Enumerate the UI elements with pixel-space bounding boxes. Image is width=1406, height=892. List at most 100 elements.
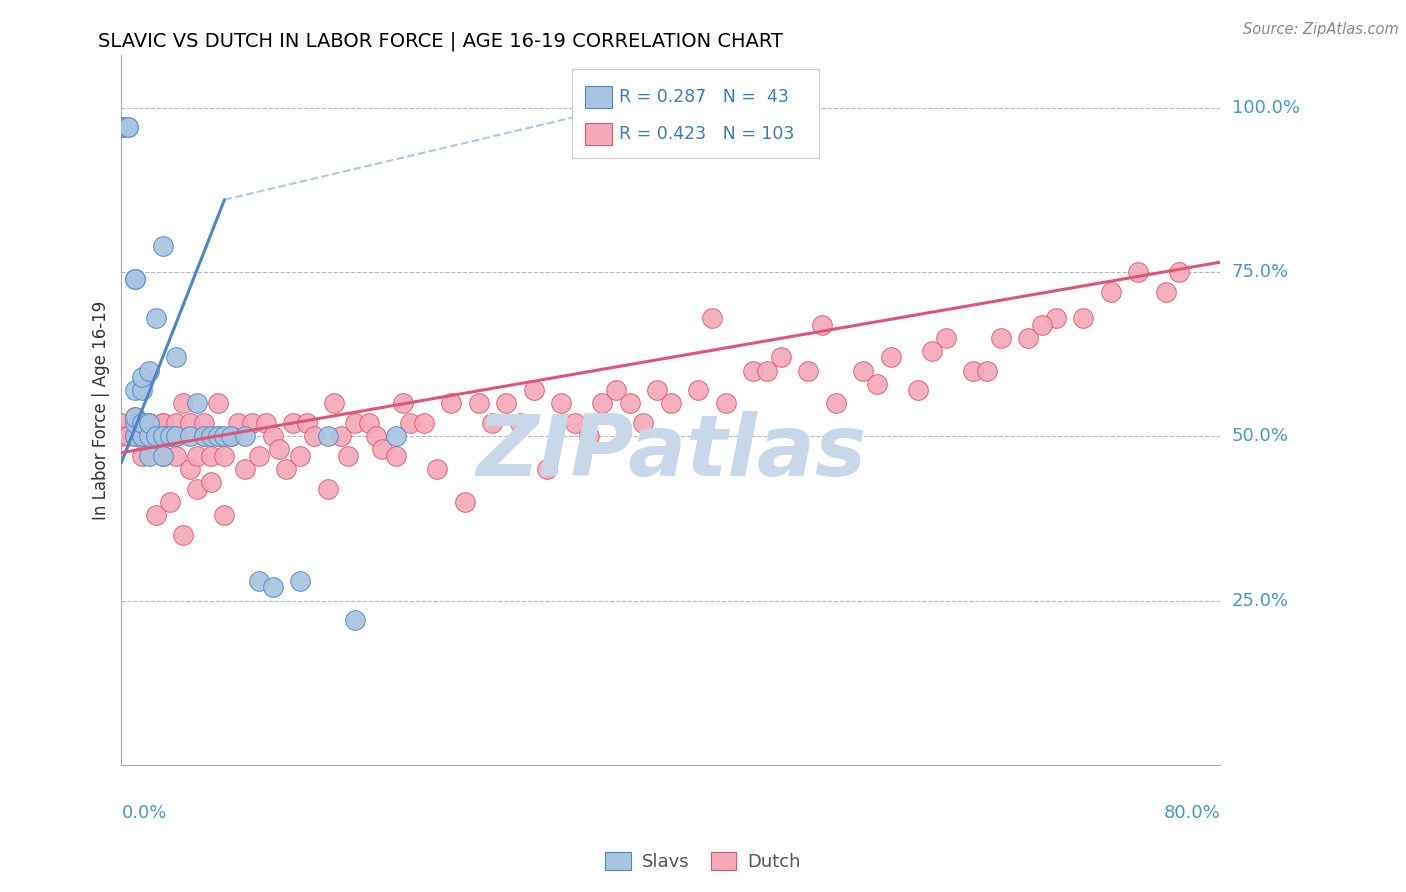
Point — [138, 429, 160, 443]
Point — [165, 351, 187, 365]
FancyBboxPatch shape — [585, 87, 612, 108]
Text: R = 0.287   N =  43: R = 0.287 N = 43 — [619, 88, 789, 106]
Point — [254, 416, 277, 430]
Point — [645, 384, 668, 398]
Point — [159, 429, 181, 443]
Point — [797, 363, 820, 377]
Point — [145, 429, 167, 443]
Point — [323, 396, 346, 410]
Point — [110, 429, 132, 443]
Text: 0.0%: 0.0% — [121, 804, 167, 822]
Text: SLAVIC VS DUTCH IN LABOR FORCE | AGE 16-19 CORRELATION CHART: SLAVIC VS DUTCH IN LABOR FORCE | AGE 16-… — [98, 31, 783, 51]
Point — [880, 351, 903, 365]
Point — [152, 416, 174, 430]
Point — [110, 416, 132, 430]
Point — [935, 331, 957, 345]
Point — [138, 416, 160, 430]
Point — [179, 429, 201, 443]
Point — [523, 384, 546, 398]
Point — [165, 429, 187, 443]
Point — [110, 120, 132, 135]
Point — [824, 396, 846, 410]
Point — [337, 449, 360, 463]
Point — [357, 416, 380, 430]
Point — [536, 462, 558, 476]
Point — [131, 370, 153, 384]
Point — [392, 396, 415, 410]
Point — [852, 363, 875, 377]
Point — [124, 384, 146, 398]
Point — [385, 429, 408, 443]
Point — [330, 429, 353, 443]
Point — [269, 442, 291, 457]
Point — [186, 482, 208, 496]
Point — [165, 429, 187, 443]
Text: 25.0%: 25.0% — [1232, 591, 1289, 609]
Point — [399, 416, 422, 430]
Point — [316, 482, 339, 496]
Point — [165, 449, 187, 463]
Text: 50.0%: 50.0% — [1232, 427, 1288, 445]
Point — [276, 462, 298, 476]
Point — [811, 318, 834, 332]
Point — [769, 351, 792, 365]
Point — [976, 363, 998, 377]
Point — [179, 416, 201, 430]
Point — [124, 429, 146, 443]
Point — [1045, 310, 1067, 325]
Point — [426, 462, 449, 476]
Text: 80.0%: 80.0% — [1164, 804, 1220, 822]
Point — [619, 396, 641, 410]
Text: ZIPatlas: ZIPatlas — [475, 411, 866, 494]
Point — [159, 429, 181, 443]
Point — [152, 449, 174, 463]
Point — [866, 376, 889, 391]
Point — [921, 343, 943, 358]
Point — [214, 449, 236, 463]
Point — [124, 271, 146, 285]
Point — [226, 416, 249, 430]
Point — [145, 442, 167, 457]
Point — [756, 363, 779, 377]
Point — [688, 384, 710, 398]
Point — [1017, 331, 1039, 345]
Point — [117, 120, 139, 135]
Point — [283, 416, 305, 430]
Point — [364, 429, 387, 443]
Point — [288, 449, 311, 463]
Point — [509, 416, 531, 430]
Point — [742, 363, 765, 377]
Y-axis label: In Labor Force | Age 16-19: In Labor Force | Age 16-19 — [93, 301, 110, 520]
Point — [221, 429, 243, 443]
Point — [591, 396, 613, 410]
Point — [907, 384, 929, 398]
Point — [131, 416, 153, 430]
Text: Source: ZipAtlas.com: Source: ZipAtlas.com — [1243, 22, 1399, 37]
Point — [165, 416, 187, 430]
Point — [124, 271, 146, 285]
Point — [240, 416, 263, 430]
Point — [288, 574, 311, 588]
Point — [316, 429, 339, 443]
Legend: Slavs, Dutch: Slavs, Dutch — [599, 846, 807, 879]
Point — [131, 429, 153, 443]
Point — [145, 310, 167, 325]
Point — [138, 416, 160, 430]
Point — [1071, 310, 1094, 325]
Point — [550, 396, 572, 410]
Point — [564, 416, 586, 430]
Point — [1099, 285, 1122, 299]
Point — [962, 363, 984, 377]
Point — [138, 363, 160, 377]
Point — [117, 429, 139, 443]
Text: 75.0%: 75.0% — [1232, 263, 1289, 281]
Point — [207, 429, 229, 443]
Point — [1126, 265, 1149, 279]
Point — [200, 429, 222, 443]
Point — [124, 429, 146, 443]
Point — [152, 449, 174, 463]
Point — [495, 396, 517, 410]
Point — [214, 508, 236, 522]
Point — [172, 396, 194, 410]
Point — [131, 416, 153, 430]
